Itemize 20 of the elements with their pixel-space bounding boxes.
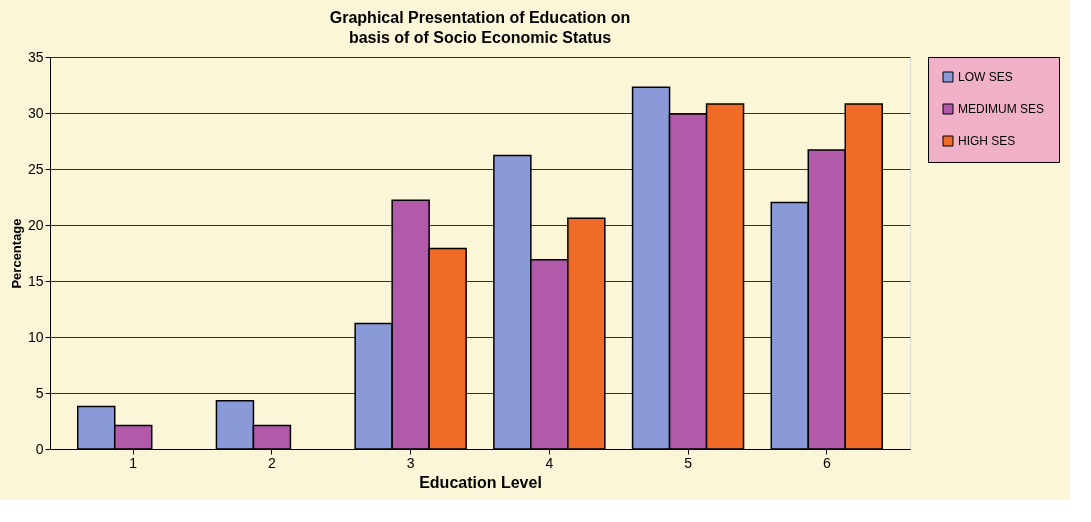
- x-tick-label: 6: [822, 454, 831, 471]
- x-tick-label: 1: [129, 454, 138, 471]
- chart-title: Graphical Presentation of Education on basis of of Socio Economic Status: [329, 9, 631, 46]
- x-tick-label: 2: [268, 454, 277, 471]
- x-axis-title: Education Level: [419, 473, 542, 491]
- y-tick-label: 25: [27, 160, 44, 177]
- legend-label: MEDIMUM SES: [958, 102, 1045, 116]
- x-tick-label: 4: [545, 454, 554, 471]
- legend-label: HIGH SES: [958, 134, 1016, 148]
- y-tick-label: 5: [35, 384, 44, 401]
- y-tick-label: 20: [27, 216, 44, 233]
- legend-label: LOW SES: [958, 70, 1013, 84]
- y-tick-label: 15: [27, 272, 44, 289]
- y-axis-title: Percentage: [8, 218, 24, 289]
- y-tick-label: 10: [27, 328, 44, 345]
- y-tick-label: 30: [27, 104, 44, 121]
- x-tick-label: 5: [684, 454, 693, 471]
- x-tick-label: 3: [406, 454, 415, 471]
- y-tick-label: 35: [27, 48, 44, 65]
- y-tick-label: 0: [35, 440, 44, 457]
